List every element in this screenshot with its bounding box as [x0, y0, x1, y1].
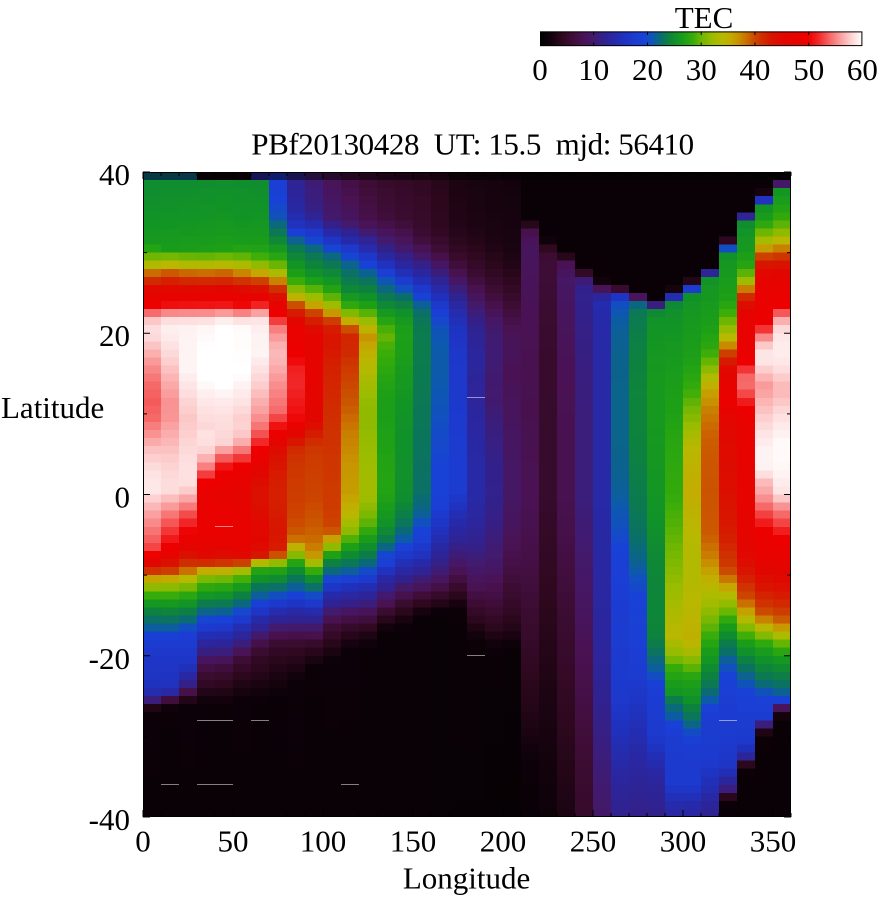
svg-text:150: 150 [390, 824, 437, 859]
svg-text:PBf20130428 UT: 15.5 mjd: 56: PBf20130428 UT: 15.5 mjd: 56410 [251, 126, 694, 161]
svg-text:60: 60 [847, 52, 878, 87]
svg-text:350: 350 [750, 824, 797, 859]
svg-text:TEC: TEC [675, 0, 734, 35]
svg-text:0: 0 [115, 480, 131, 515]
svg-text:50: 50 [793, 52, 824, 87]
svg-text:-20: -20 [89, 641, 130, 676]
svg-text:200: 200 [480, 824, 527, 859]
svg-text:40: 40 [739, 52, 770, 87]
svg-text:30: 30 [686, 52, 717, 87]
svg-text:Longitude: Longitude [403, 860, 530, 895]
svg-text:50: 50 [218, 824, 249, 859]
svg-text:100: 100 [300, 824, 347, 859]
svg-text:-40: -40 [89, 802, 130, 837]
svg-text:0: 0 [532, 52, 548, 87]
svg-text:300: 300 [660, 824, 707, 859]
svg-text:20: 20 [99, 318, 130, 353]
svg-text:20: 20 [632, 52, 663, 87]
svg-text:250: 250 [570, 824, 617, 859]
svg-text:Latitude: Latitude [1, 390, 104, 425]
svg-text:40: 40 [99, 157, 130, 192]
svg-text:10: 10 [578, 52, 609, 87]
svg-text:0: 0 [135, 824, 151, 859]
